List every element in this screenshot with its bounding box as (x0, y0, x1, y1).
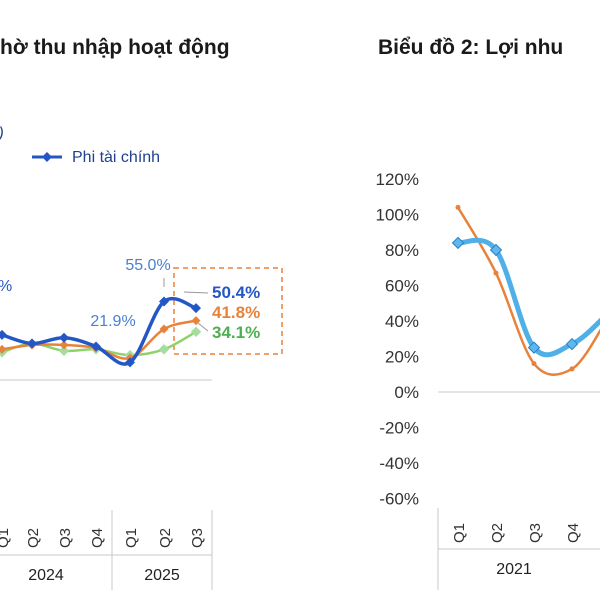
chart-1-x-tick-label: Q3 (57, 528, 74, 548)
left-edge-label: % (0, 278, 12, 295)
chart-1-data-point (190, 326, 202, 338)
chart-2-x-tick-label: Q4 (565, 523, 582, 543)
chart-2-y-tick-label: 0% (394, 383, 419, 402)
chart-1-data-point (0, 329, 7, 340)
chart-1-data-point (59, 332, 69, 343)
chart-2-y-tick-label: -60% (379, 490, 419, 509)
chart-2-data-point (565, 337, 579, 351)
chart-1-x-tick-label: Q3 (189, 528, 206, 548)
chart-2-data-point (527, 341, 541, 354)
chart-1-series-line (0, 296, 198, 366)
chart-1-data-label: 41.8% (212, 303, 260, 322)
chart-1: hờ thu nhập hoạt động /) Phi tài chính %… (0, 36, 283, 590)
chart-2: Biểu đồ 2: Lợi nhu 120% 100% 80% 60% 40% 20% 0… (376, 36, 600, 590)
legend-marker-diamond-icon (42, 152, 52, 162)
chart-1-year-label: 2024 (28, 567, 64, 584)
chart-2-x-tick-label: Q2 (489, 523, 506, 543)
chart-1-title: hờ thu nhập hoạt động (0, 36, 230, 59)
chart-2-data-point (531, 361, 537, 367)
chart-2-y-tick-label: 100% (376, 206, 419, 225)
chart-1-data-label: 50.4% (212, 283, 260, 302)
chart-2-y-tick-label: 40% (385, 312, 419, 331)
chart-1-data-point (0, 344, 7, 354)
chart-2-y-tick-label: 60% (385, 277, 419, 296)
chart-1-data-point (191, 303, 201, 314)
chart-2-y-tick-label: -40% (379, 454, 419, 473)
chart-1-x-tick-label: Q2 (25, 528, 42, 548)
chart-1-data-point (58, 345, 70, 357)
chart-1-data-point (158, 344, 170, 355)
chart-1-data-point (159, 324, 169, 334)
chart-1-data-point (27, 338, 37, 349)
chart-2-y-tick-label: -20% (379, 419, 419, 438)
chart-2-y-tick-label: 80% (385, 241, 419, 260)
chart-1-data-point (125, 357, 135, 368)
chart-2-year-label: 2021 (496, 561, 532, 578)
chart-2-series-line (456, 206, 600, 376)
chart-2-data-point (451, 236, 465, 250)
chart-2-y-tick-label: 20% (385, 348, 419, 367)
chart-2-data-point (569, 366, 575, 372)
chart-1-year-label: 2025 (144, 567, 180, 584)
chart-1-x-tick-label: Q1 (123, 528, 140, 548)
chart-1-x-tick-label: Q4 (89, 528, 106, 548)
chart-2-series-line (455, 237, 600, 358)
chart-2-x-tick-label: Q3 (527, 523, 544, 543)
chart-2-x-tick-label: Q1 (451, 523, 468, 543)
chart-1-data-label: 21.9% (90, 313, 135, 330)
chart-2-data-point (493, 270, 499, 276)
chart-1-x-tick-label: Q1 (0, 528, 12, 548)
chart-1-legend: Phi tài chính (32, 149, 160, 166)
chart-2-data-point (455, 204, 461, 210)
chart-2-title: Biểu đồ 2: Lợi nhu (378, 36, 563, 59)
legend-label: Phi tài chính (72, 149, 160, 166)
chart-1-data-point (91, 341, 101, 352)
chart-1-legend-fragment: /) (0, 125, 4, 142)
chart-1-data-point (159, 296, 169, 307)
chart-1-label-leader (183, 291, 209, 294)
chart-1-x-tick-label: Q2 (157, 528, 174, 548)
annotation-box (173, 267, 283, 355)
chart-1-data-label: 34.1% (212, 323, 260, 342)
chart-2-y-tick-label: 120% (376, 170, 419, 189)
chart-1-data-label: 55.0% (125, 257, 170, 274)
chart-2-data-point (489, 243, 503, 257)
chart-1-label-leader (197, 322, 209, 332)
chart-1-data-point (59, 340, 69, 350)
